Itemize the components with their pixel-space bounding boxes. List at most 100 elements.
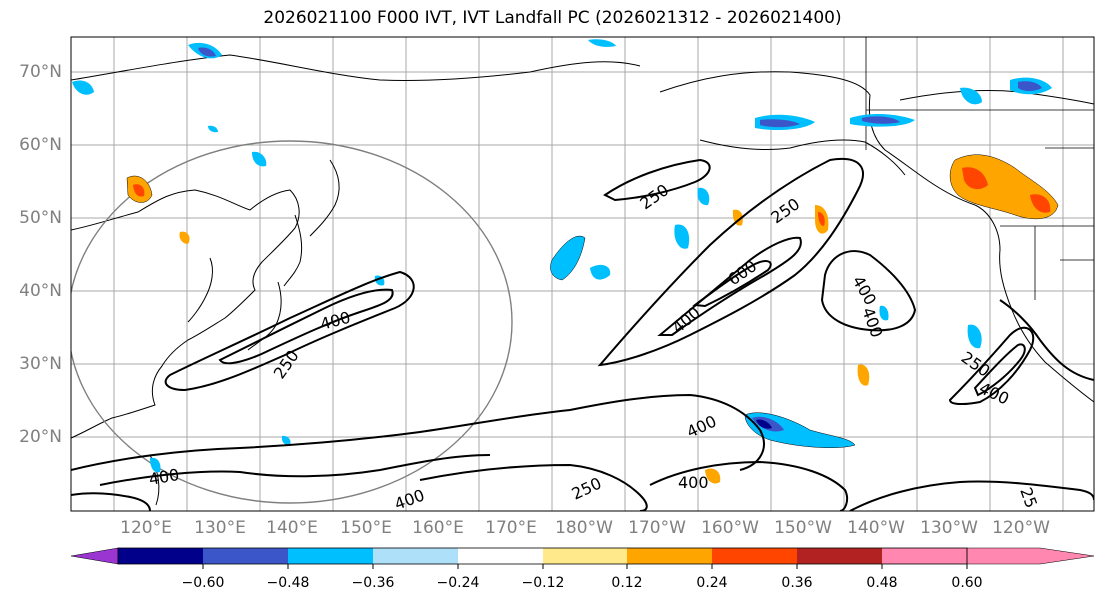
coastline-arctic-na	[899, 89, 1094, 105]
colorbar-tick-label: 0.48	[866, 575, 898, 591]
colorbar-segment	[118, 548, 203, 564]
colorbar-segment	[543, 548, 627, 564]
colorbar-tick-label: −0.48	[266, 575, 310, 591]
colorbar-tick-label: −0.60	[181, 575, 225, 591]
patch-kuroshio-warm	[179, 231, 190, 244]
contour-label: 250	[767, 194, 803, 227]
patch-sub-warm	[857, 364, 870, 386]
colorbar-segment	[712, 548, 797, 564]
colorbar-segment	[882, 548, 967, 564]
colorbar-tick-marks	[202, 564, 968, 569]
map-frame	[70, 36, 1095, 512]
patch-mid-cold-5	[208, 125, 218, 133]
contour-label: 400	[668, 303, 704, 337]
patch-arctic-cold-8	[72, 80, 94, 95]
patch-mid-cold-2	[674, 224, 690, 249]
contour-trop-250	[71, 393, 765, 471]
lon-label-180w: 180°W	[555, 518, 613, 538]
lon-label-130e: 130°E	[194, 518, 246, 538]
lon-label-150e: 150°E	[340, 518, 392, 538]
contour-label: 25	[1016, 485, 1041, 511]
lon-label-120e: 120°E	[120, 518, 172, 538]
coastline-japan-north	[283, 214, 303, 287]
contour-label: 400	[392, 485, 427, 513]
contour-jetstream-inner	[218, 288, 394, 365]
patch-mid-cold-3	[697, 187, 710, 206]
colorbar-segment	[797, 548, 882, 564]
contour-cal-400	[973, 343, 1026, 397]
patch-mid-cold	[590, 264, 611, 280]
lon-label-140w: 140°W	[847, 518, 905, 538]
patch-trop-cold-2	[150, 457, 161, 473]
lat-label-40n: 40°N	[19, 281, 62, 301]
patch-cal-cold	[967, 324, 982, 349]
lon-label-130w: 130°W	[920, 518, 978, 538]
map-area	[71, 37, 1094, 511]
lon-label-160e: 160°E	[412, 518, 464, 538]
patch-pnw-hot	[818, 212, 825, 226]
patch-siberia-cold-core	[198, 47, 216, 57]
lat-label-30n: 30°N	[19, 354, 62, 374]
contour-aleut-250	[603, 158, 711, 202]
colorbar-outline	[117, 547, 968, 565]
colorbar-tick-label: 0.36	[781, 575, 813, 591]
lon-label-140e: 140°E	[266, 518, 318, 538]
patch-mid-cold-4	[879, 305, 889, 321]
contour-label: 400	[147, 465, 180, 489]
contour-npac-600	[692, 260, 772, 308]
contour-trop-400b	[419, 463, 648, 511]
lon-label-170w: 170°W	[628, 518, 686, 538]
contour-cal-250	[948, 326, 1035, 406]
contour-label-group: 250 400 250 250 400 600 400 400 250 400 …	[147, 180, 1041, 514]
patch-trop-cold-3	[281, 435, 291, 446]
contour-label: 400	[318, 308, 352, 334]
patch-nw-cold	[252, 151, 267, 167]
patch-arctic-cold-4	[862, 116, 900, 124]
gridlines	[71, 37, 1094, 511]
patch-arctic-cold-5-core	[1018, 81, 1042, 91]
colorbar-min-extend	[70, 547, 119, 565]
contour-label: 250	[569, 473, 605, 503]
colorbar-tick-label: −0.12	[521, 575, 565, 591]
patch-bering-hot	[962, 167, 988, 190]
colorbar-segment	[203, 548, 288, 564]
contour-cal-edge	[999, 299, 1094, 381]
colorbar-max-extend	[966, 547, 1095, 565]
lon-label-160w: 160°W	[701, 518, 759, 538]
patch-trop-cold-deep	[756, 419, 772, 429]
lat-label-50n: 50°N	[19, 208, 62, 228]
coastline-siberia-north	[71, 54, 641, 82]
patch-aleut-cold	[550, 235, 586, 281]
coastline-north-america	[974, 204, 1094, 403]
pc-patches	[72, 39, 1059, 484]
contour-label: 400	[849, 273, 881, 309]
patch-arctic-cold-2	[760, 119, 800, 128]
contour-npac-250	[597, 157, 864, 367]
patch-siberia-hot	[133, 184, 145, 197]
contour-hawaii-400	[649, 460, 849, 511]
contour-label: 250	[270, 346, 303, 382]
colorbar-tick-label: 0.12	[611, 575, 643, 591]
lat-label-70n: 70°N	[19, 62, 62, 82]
lon-label-170e: 170°E	[485, 518, 537, 538]
patch-bc-hot	[1030, 194, 1051, 213]
colorbar	[70, 547, 1095, 569]
contour-label: 400	[678, 473, 709, 492]
lat-label-60n: 60°N	[19, 135, 62, 155]
patch-arctic-cold-6	[960, 87, 982, 105]
contour-label: 250	[636, 180, 672, 213]
contour-label: 250	[958, 348, 994, 381]
contour-trop-400	[99, 454, 491, 486]
colorbar-segment	[288, 548, 373, 564]
lon-label-120w: 120°W	[992, 518, 1050, 538]
patch-hawaii-warm	[705, 468, 721, 484]
colorbar-tick-label: −0.24	[436, 575, 480, 591]
colorbar-segment	[458, 548, 543, 564]
colorbar-segment	[373, 548, 458, 564]
contour-jetstream-outer	[164, 270, 415, 392]
colorbar-tick-label: 0.24	[696, 575, 728, 591]
colorbar-tick-label: −0.36	[351, 575, 395, 591]
patch-arctic-cold-7	[588, 39, 616, 47]
borders	[865, 37, 1094, 300]
